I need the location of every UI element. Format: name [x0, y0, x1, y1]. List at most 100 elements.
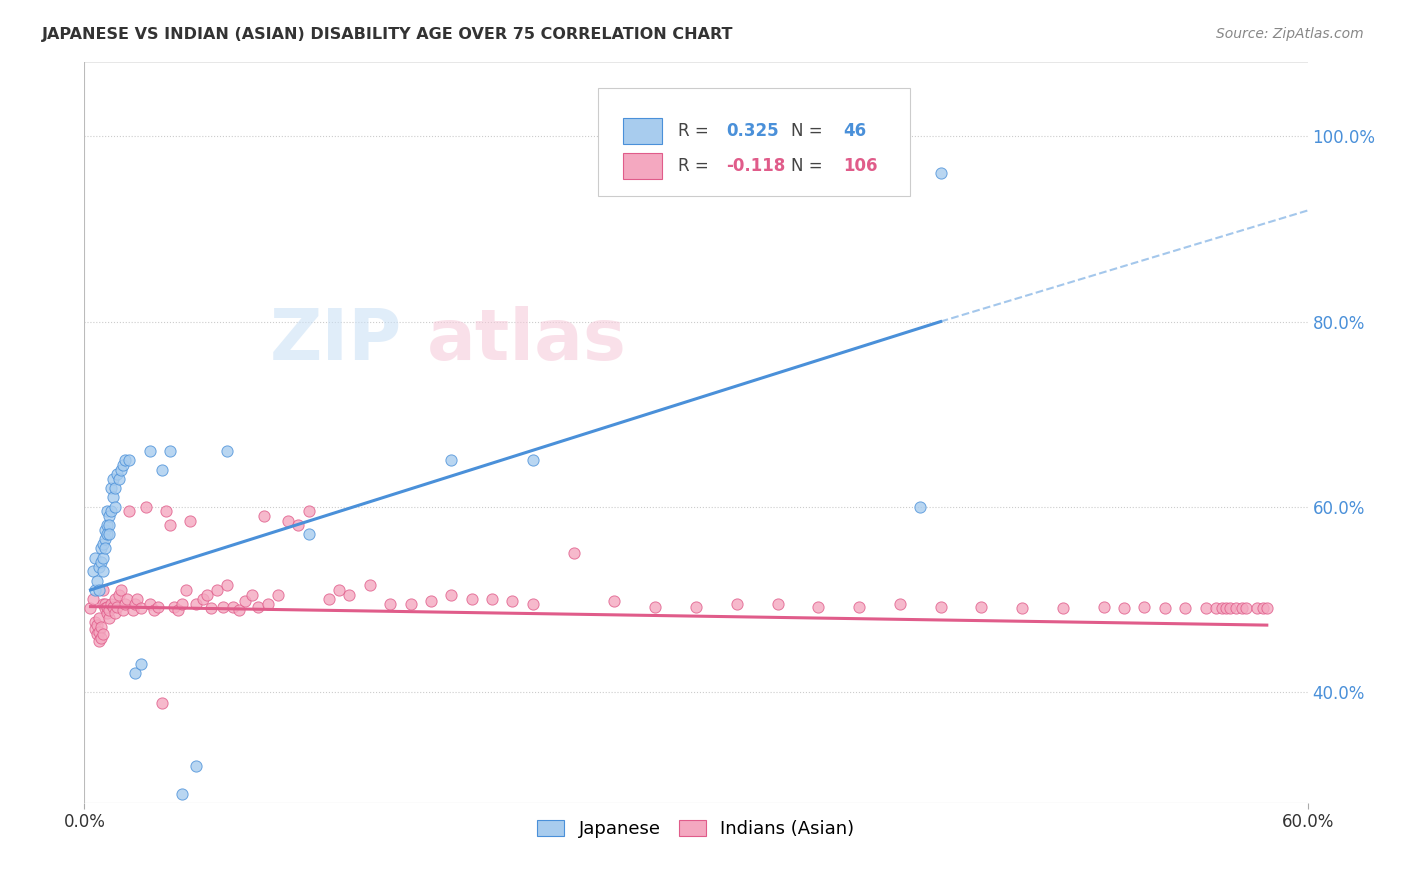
Point	[217, 578, 239, 592]
Point	[100, 481, 122, 495]
Point	[399, 597, 422, 611]
Point	[502, 594, 524, 608]
Point	[114, 597, 136, 611]
Point	[267, 588, 290, 602]
Point	[1232, 601, 1254, 615]
Point	[380, 597, 402, 611]
Text: atlas: atlas	[427, 306, 627, 375]
Point	[339, 588, 361, 602]
Point	[112, 603, 135, 617]
Point	[86, 627, 108, 641]
Point	[970, 599, 993, 614]
Point	[90, 541, 112, 556]
Point	[93, 532, 115, 546]
Point	[889, 597, 911, 611]
Point	[200, 601, 222, 615]
Point	[420, 594, 443, 608]
Point	[96, 606, 118, 620]
Point	[87, 611, 110, 625]
Point	[112, 458, 135, 472]
Point	[253, 508, 276, 523]
FancyBboxPatch shape	[598, 88, 910, 195]
Point	[114, 453, 136, 467]
Point	[108, 588, 131, 602]
Point	[100, 597, 122, 611]
Point	[174, 582, 197, 597]
Point	[124, 666, 146, 681]
Point	[257, 597, 280, 611]
Point	[150, 462, 173, 476]
Point	[91, 536, 114, 550]
Text: N =: N =	[792, 157, 828, 175]
Point	[1092, 599, 1115, 614]
Text: 0.325: 0.325	[727, 121, 779, 139]
Point	[131, 601, 153, 615]
Point	[440, 453, 463, 467]
Point	[101, 472, 124, 486]
Point	[96, 527, 118, 541]
Point	[146, 599, 169, 614]
Point	[725, 597, 748, 611]
Point	[807, 599, 830, 614]
Point	[105, 599, 128, 614]
Point	[90, 631, 112, 645]
Point	[1236, 601, 1258, 615]
Point	[83, 582, 105, 597]
Point	[191, 592, 214, 607]
Point	[1219, 601, 1241, 615]
Point	[1133, 599, 1156, 614]
Point	[97, 603, 120, 617]
Point	[685, 599, 707, 614]
Point	[87, 582, 110, 597]
Point	[1211, 601, 1233, 615]
Point	[328, 582, 350, 597]
Point	[159, 518, 181, 533]
Point	[1246, 601, 1268, 615]
Point	[122, 603, 145, 617]
Point	[86, 574, 108, 588]
Point	[96, 599, 118, 614]
Point	[246, 599, 269, 614]
Point	[97, 518, 120, 533]
Point	[87, 624, 110, 639]
Point	[186, 758, 208, 772]
Point	[82, 592, 104, 607]
Text: Source: ZipAtlas.com: Source: ZipAtlas.com	[1216, 27, 1364, 41]
Point	[522, 597, 544, 611]
Point	[1114, 601, 1136, 615]
Point	[1251, 601, 1274, 615]
Point	[118, 453, 141, 467]
Point	[222, 599, 245, 614]
Text: JAPANESE VS INDIAN (ASIAN) DISABILITY AGE OVER 75 CORRELATION CHART: JAPANESE VS INDIAN (ASIAN) DISABILITY AG…	[42, 27, 734, 42]
Point	[1154, 601, 1177, 615]
Point	[205, 582, 228, 597]
Text: N =: N =	[792, 121, 828, 139]
Point	[287, 518, 309, 533]
Point	[150, 696, 173, 710]
Point	[142, 603, 165, 617]
Point	[186, 597, 208, 611]
Point	[115, 592, 138, 607]
Point	[179, 514, 201, 528]
Point	[104, 592, 127, 607]
Text: 46: 46	[842, 121, 866, 139]
Point	[1256, 601, 1278, 615]
Point	[298, 504, 321, 518]
Point	[747, 129, 769, 144]
Point	[96, 504, 118, 518]
Point	[91, 597, 114, 611]
Point	[83, 550, 105, 565]
Point	[603, 594, 626, 608]
Point	[1052, 601, 1074, 615]
Point	[93, 597, 115, 611]
Point	[277, 514, 299, 528]
Point	[93, 601, 115, 615]
Point	[359, 578, 381, 592]
Point	[240, 588, 263, 602]
Point	[118, 504, 141, 518]
Point	[562, 546, 585, 560]
Point	[108, 472, 131, 486]
Legend: Japanese, Indians (Asian): Japanese, Indians (Asian)	[530, 813, 862, 846]
Point	[104, 481, 127, 495]
Point	[83, 615, 105, 630]
